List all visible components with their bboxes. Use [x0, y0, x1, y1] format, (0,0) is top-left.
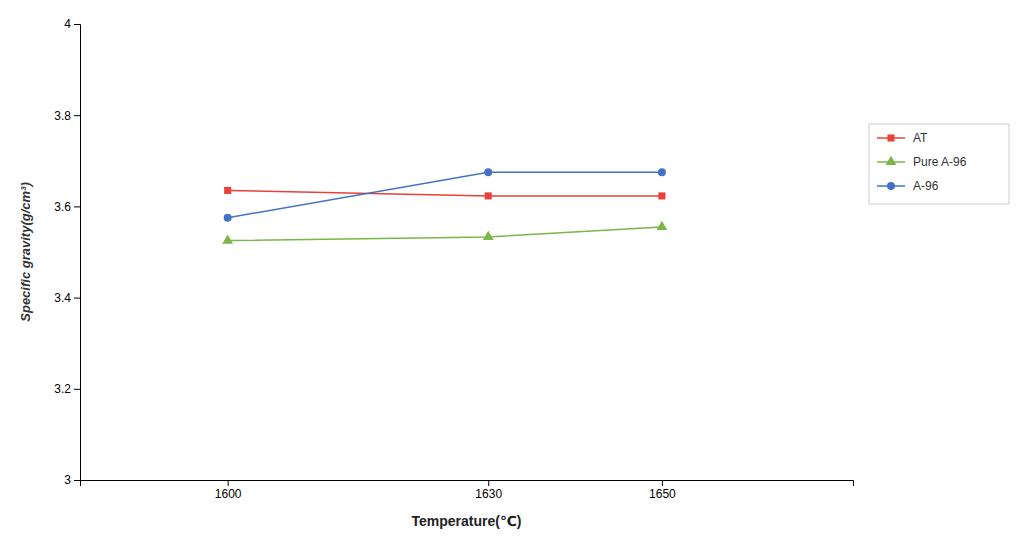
tick-label: 3.2 [54, 382, 71, 396]
series-line [228, 227, 662, 241]
chart-container: 1600 1630 1650 3 3.2 3.4 3.6 3.8 4 Temperature(℃)… [0, 0, 1033, 544]
tick-mark [74, 480, 80, 481]
tick: 3.8 [54, 109, 80, 123]
series-point [224, 214, 232, 222]
series-point [224, 187, 231, 194]
plot-area: 1600 1630 1650 3 3.2 3.4 3.6 3.8 4 [54, 17, 853, 500]
tick: 1600 [215, 480, 242, 501]
chart: 1600 1630 1650 3 3.2 3.4 3.6 3.8 4 Temperature(℃)… [0, 0, 1033, 544]
series-line [228, 172, 662, 218]
y-axis-title: Specific gravity(g/cm³) [18, 182, 33, 321]
tick-label: 3 [64, 473, 71, 487]
series [224, 187, 665, 200]
tick: 3.2 [54, 382, 80, 396]
legend-item: Pure A-96 [877, 155, 967, 169]
legend-label: A-96 [913, 179, 939, 193]
tick: 3.4 [54, 291, 80, 305]
series-point [657, 221, 668, 230]
tick-mark [662, 480, 663, 486]
legend-label: Pure A-96 [913, 155, 967, 169]
tick-mark [228, 480, 229, 486]
series-point [658, 168, 666, 176]
axis-line [81, 481, 854, 487]
tick: 1630 [475, 480, 502, 501]
legend-item: AT [877, 131, 928, 145]
legend-label: AT [913, 131, 928, 145]
legend-marker [887, 182, 895, 190]
series-point [484, 168, 492, 176]
series [222, 221, 667, 244]
tick-label: 3.8 [54, 109, 71, 123]
legend-marker [887, 134, 894, 141]
y-axis: 3 3.2 3.4 3.6 3.8 4 [54, 17, 80, 487]
tick-label: 1600 [215, 487, 242, 501]
series [224, 168, 666, 222]
tick: 1650 [649, 480, 676, 501]
tick-mark [74, 298, 80, 299]
tick-mark [488, 480, 489, 486]
tick: 3.6 [54, 200, 80, 214]
tick-label: 3.6 [54, 200, 71, 214]
tick: 4 [64, 17, 80, 31]
series-point [483, 231, 494, 240]
legend-item: A-96 [877, 179, 939, 193]
tick: 3 [64, 473, 80, 487]
tick-label: 1650 [649, 487, 676, 501]
tick-mark [74, 115, 80, 116]
x-axis-title: Temperature(℃) [411, 513, 521, 529]
series-line [228, 190, 662, 195]
tick-mark [74, 206, 80, 207]
legend-frame [869, 124, 1009, 204]
x-axis: 1600 1630 1650 [81, 480, 854, 501]
legend-marker [886, 156, 897, 165]
tick-label: 1630 [475, 487, 502, 501]
series-point [658, 192, 665, 199]
tick-mark [74, 24, 80, 25]
series-point [485, 192, 492, 199]
tick-mark [74, 389, 80, 390]
series-group [222, 168, 667, 243]
series-point [222, 234, 233, 243]
tick-label: 3.4 [54, 291, 71, 305]
legend: AT Pure A-96 A-96 [869, 124, 1009, 204]
axis-line [74, 25, 81, 481]
tick-label: 4 [64, 17, 71, 31]
